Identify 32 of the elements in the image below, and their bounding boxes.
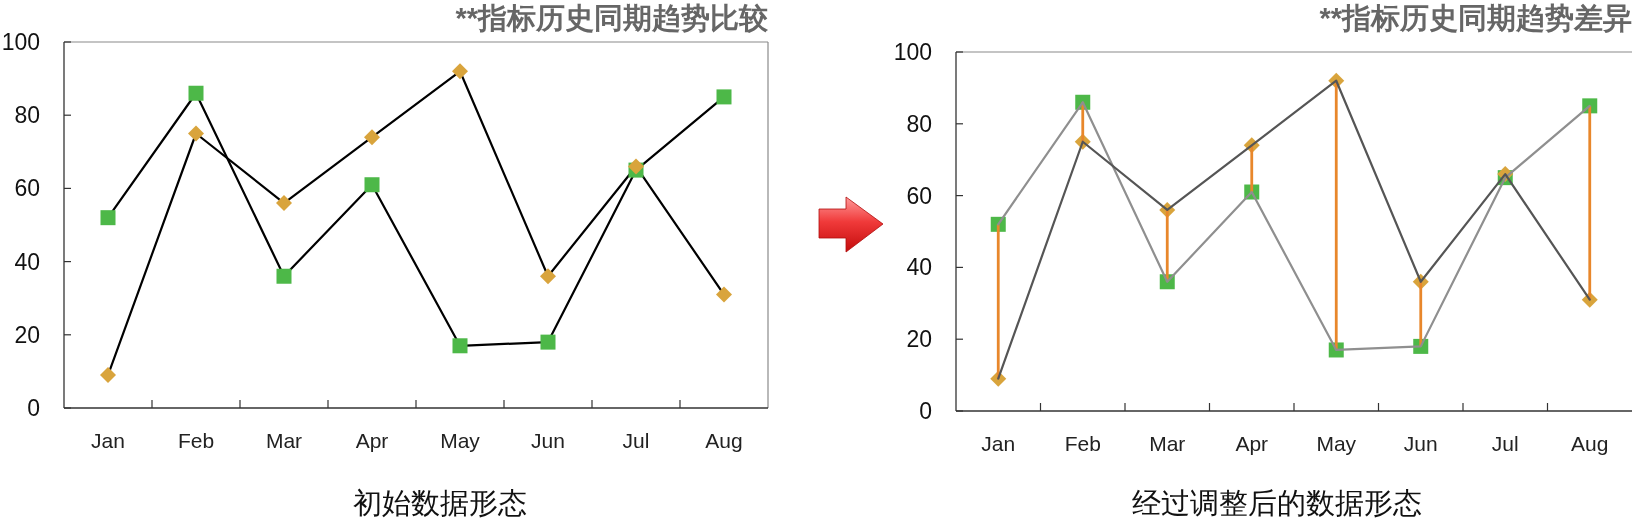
x-tick-label: Jul <box>622 429 650 452</box>
y-tick-label: 40 <box>14 248 40 275</box>
y-tick-label: 60 <box>906 182 932 209</box>
y-tick-label: 100 <box>893 39 932 65</box>
x-tick-label: Jun <box>1403 432 1438 455</box>
x-tick-label: Jan <box>91 429 125 452</box>
y-tick-label: 80 <box>14 102 40 129</box>
y-tick-label: 40 <box>906 254 932 281</box>
x-tick-label: Jul <box>1491 432 1519 455</box>
y-tick-label: 80 <box>906 110 932 137</box>
x-tick-label: Feb <box>1064 432 1101 455</box>
x-tick-label: Aug <box>1571 432 1609 455</box>
x-tick-label: May <box>1316 432 1357 455</box>
x-tick-label: Feb <box>177 429 215 452</box>
x-tick-label: Mar <box>1149 432 1186 455</box>
y-tick-label: 20 <box>14 321 40 348</box>
x-tick-label: Mar <box>265 429 303 452</box>
x-tick-label: Jun <box>531 429 565 452</box>
text: 初始数据形态 <box>353 487 527 519</box>
y-tick-label: 100 <box>1 29 40 55</box>
x-tick-label: Aug <box>705 429 743 452</box>
x-tick-label: Apr <box>355 429 389 452</box>
y-tick-label: 0 <box>919 398 932 424</box>
x-tick-label: Jan <box>981 432 1016 455</box>
y-tick-label: 20 <box>906 326 932 353</box>
text: 经过调整后的数据形态 <box>1132 487 1422 519</box>
x-tick-label: May <box>440 429 481 452</box>
y-tick-label: 0 <box>27 395 40 421</box>
chart-title: **指标历史同期趋势比较 <box>455 2 769 34</box>
y-tick-label: 60 <box>14 175 40 202</box>
chart-title: **指标历史同期趋势差异 <box>1319 2 1632 34</box>
x-tick-label: Apr <box>1235 432 1269 455</box>
